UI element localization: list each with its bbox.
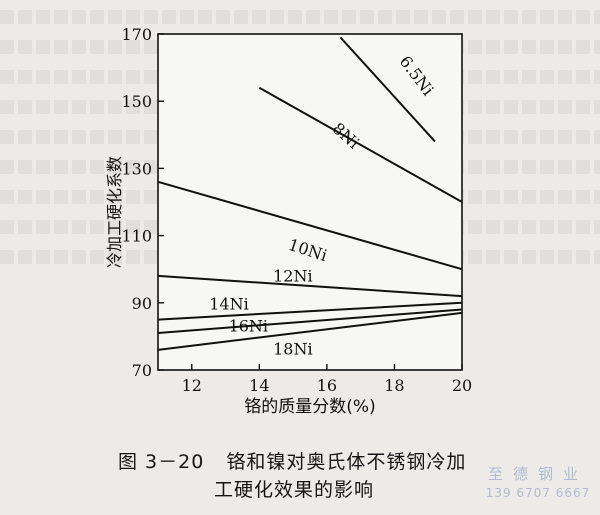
caption-line-2: 工硬化效果的影响 [214,479,375,501]
y-tick-label: 150 [121,92,152,111]
series-line-12ni [157,274,463,298]
axes: 70 90 110 130 150 170 12 14 16 18 20 铬的质量分数(%) 冷加工硬化… [105,25,472,417]
series-label: 14Ni [209,294,248,313]
series-label: 16Ni [229,316,268,335]
watermark: 至德钢业 139 6707 6667 [478,463,598,500]
x-tick-label: 12 [182,376,202,395]
y-tick-label: 70 [132,361,152,380]
x-tick-label: 14 [249,376,269,395]
watermark-name: 至德钢业 [487,465,588,483]
figure-caption: 图 3－20 铬和镍对奥氏体不锈钢冷加 工硬化效果的影响 [118,448,466,504]
x-axis-label: 铬的质量分数(%) [244,397,375,417]
series-label: 18Ni [273,339,312,358]
y-tick-label: 90 [132,294,152,313]
series-line-10ni [157,180,463,271]
caption-line-1: 铬和镍对奥氏体不锈钢冷加 [226,451,467,473]
series-line-6-5ni [339,36,436,143]
series-line-8ni [258,86,463,203]
series-line-16ni [157,308,463,335]
x-tick-label: 20 [452,376,472,395]
series-line-18ni [157,311,463,351]
watermark-phone: 139 6707 6667 [485,486,591,500]
y-tick-label: 170 [121,25,152,44]
x-tick-label: 16 [317,376,337,395]
series-layer [157,36,463,351]
y-tick-label: 130 [121,159,152,178]
series-label: 12Ni [273,266,312,285]
x-tick-label: 18 [384,376,404,395]
series-line-14ni [157,301,463,321]
y-tick-label: 110 [121,227,152,246]
chart: 70 90 110 130 150 170 12 14 16 18 20 铬的质量分数(%) 冷加工硬化… [105,25,472,417]
figure-number: 图 3－20 [118,451,205,473]
y-axis-label: 冷加工硬化系数 [105,156,124,268]
